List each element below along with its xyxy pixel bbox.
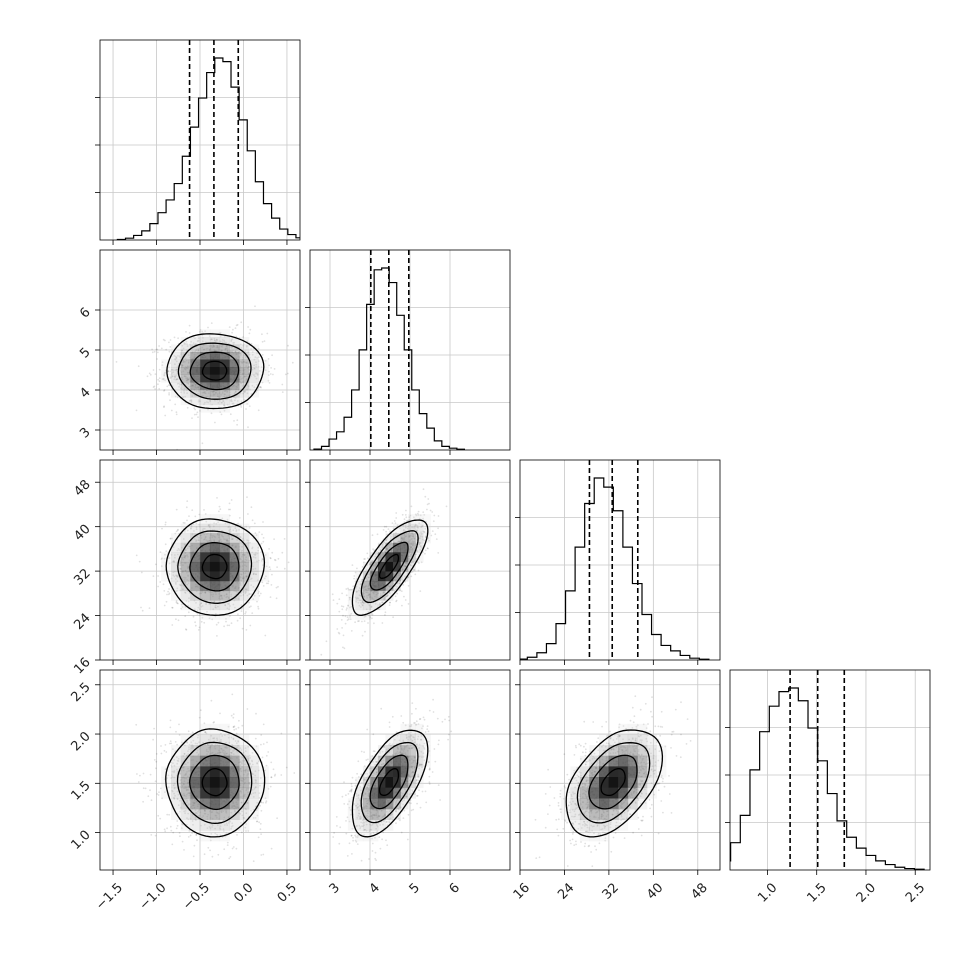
x-tick-label-2-3: 5 [407,880,423,896]
y-tick-label-2-2: 4 [77,385,93,401]
histogram-panel-3 [520,460,720,660]
x-tick-label-1-2: −1.0 [137,880,170,913]
x-tick-label-4-1: 1.0 [755,880,780,905]
contour-level-4 [166,333,265,410]
histogram-panel-1 [100,40,300,240]
density-grid [161,329,269,413]
y-tick-label-2-3: 5 [77,345,93,361]
x-tick-label-3-2: 24 [555,880,577,902]
contour-level-2 [369,754,409,810]
y-tick-label-4-4: 2.5 [68,680,93,705]
x-tick-label-2-4: 6 [447,880,463,896]
contour-level-3 [360,530,419,604]
scatter-panel-3-1 [100,460,300,660]
scatter-panel-4-3 [520,670,720,870]
x-tick-label-3-4: 40 [644,880,666,902]
contour-level-1 [201,553,228,580]
x-tick-label-3-5: 48 [689,880,711,902]
density-grid [347,514,431,620]
histogram-panel-4 [730,670,930,870]
contour-level-1 [201,360,228,381]
contour-level-2 [189,754,240,811]
contour-level-3 [177,342,252,400]
y-tick-label-3-4: 40 [71,522,93,544]
y-tick-label-4-3: 2.0 [68,729,93,754]
contour-level-3 [176,741,253,825]
scatter-panel-3-2 [310,460,510,660]
y-tick-label-2-4: 6 [77,305,93,321]
scatter-panel-4-1 [100,670,300,870]
x-tick-label-4-3: 2.0 [854,880,879,905]
panel-frame [729,669,931,871]
x-tick-label-1-4: 0.0 [231,880,256,905]
x-tick-label-4-4: 2.5 [903,880,928,905]
contour-level-1 [378,553,400,579]
contour-level-2 [588,754,638,810]
density-grid [560,723,667,842]
contour-level-1 [201,768,228,797]
contour-level-3 [177,530,253,604]
contour-level-2 [189,351,240,391]
contour-level-4 [351,729,429,838]
y-tick-label-3-3: 32 [71,566,93,588]
histogram-panel-2 [310,250,510,450]
histogram-step-1 [116,57,300,240]
x-tick-label-3-3: 32 [600,880,622,902]
panel-frame [519,669,721,871]
x-tick-label-2-2: 4 [367,880,383,896]
panel-frame [519,459,721,661]
scatter-panel-4-2 [310,670,510,870]
x-tick-label-1-3: −0.5 [180,880,213,913]
scatter-panel-2-1 [100,250,300,450]
contour-level-3 [576,742,651,824]
y-tick-label-4-1: 1.0 [68,828,93,853]
contour-level-2 [189,542,240,592]
y-tick-label-4-2: 1.5 [68,778,93,803]
contour-level-4 [165,518,266,616]
y-tick-label-3-2: 24 [71,611,93,633]
x-tick-label-4-2: 1.5 [805,880,830,905]
histogram-step-3 [520,477,710,660]
x-tick-label-1-5: 0.5 [275,880,300,905]
x-tick-label-2-1: 3 [327,880,343,896]
x-tick-label-1-1: −1.5 [93,880,126,913]
contour-level-4 [565,729,664,838]
contour-level-3 [360,741,419,824]
contour-level-1 [378,768,400,796]
x-tick-label-3-1: 16 [511,880,533,902]
y-tick-label-2-1: 3 [77,425,93,441]
contour-level-1 [600,768,626,797]
y-tick-label-3-5: 48 [71,477,93,499]
contour-level-4 [351,519,429,616]
contour-level-4 [165,728,266,838]
contour-level-2 [369,541,409,591]
y-tick-label-3-1: 16 [71,655,93,677]
